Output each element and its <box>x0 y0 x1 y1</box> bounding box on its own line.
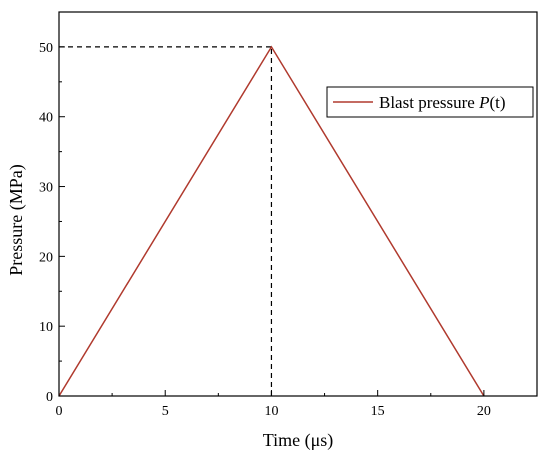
x-tick-label: 10 <box>264 404 278 419</box>
reference-lines <box>59 46 273 396</box>
y-tick-label: 40 <box>39 111 53 126</box>
x-tick-label: 0 <box>56 404 63 419</box>
y-tick-label: 20 <box>39 250 53 265</box>
x-tick-label: 20 <box>477 404 491 419</box>
x-axis-label: Time (μs) <box>263 430 334 451</box>
y-tick-label: 10 <box>39 320 53 335</box>
legend-label-prefix: Blast pressure <box>379 93 479 112</box>
axis-ticks: 0 5 10 15 20 0 10 20 30 40 50 <box>39 41 491 419</box>
y-axis-label: Pressure (MPa) <box>6 164 27 275</box>
legend-label-suffix: (t) <box>489 93 505 112</box>
y-tick-label: 0 <box>46 390 53 405</box>
x-tick-label: 15 <box>371 404 385 419</box>
y-tick-label: 50 <box>39 41 53 56</box>
legend-label: Blast pressure P(t) <box>379 93 506 112</box>
plot-frame <box>58 11 538 397</box>
legend-label-italic: P <box>478 93 489 112</box>
y-tick-label: 30 <box>39 181 53 196</box>
series-line-0 <box>58 45 485 397</box>
x-tick-label: 5 <box>162 404 169 419</box>
legend: Blast pressure P(t) <box>326 86 534 118</box>
series-layer <box>58 45 485 397</box>
